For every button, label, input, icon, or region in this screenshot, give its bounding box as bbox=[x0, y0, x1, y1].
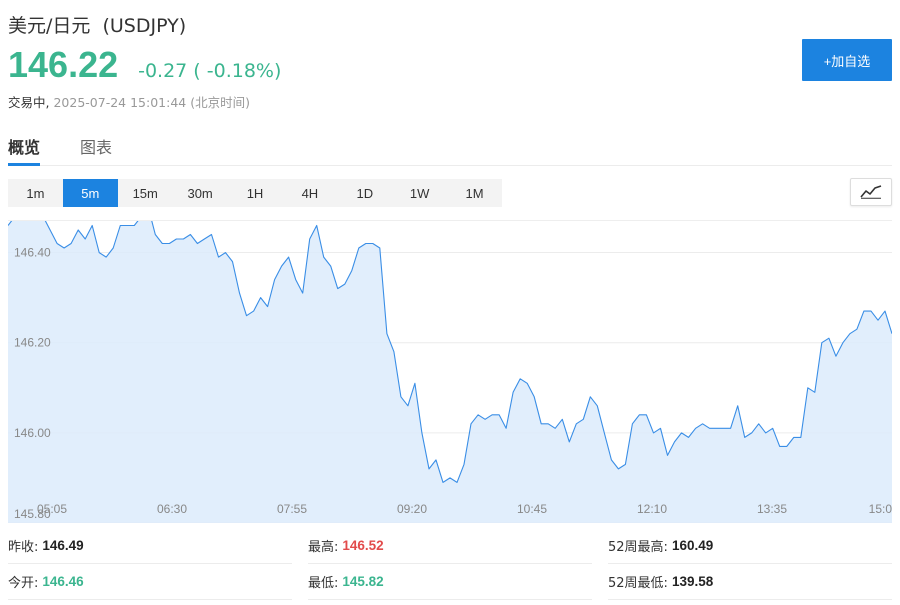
x-tick-label: 09:20 bbox=[397, 502, 427, 516]
instrument-name: 美元/日元 bbox=[8, 15, 91, 37]
x-tick-label: 06:30 bbox=[157, 502, 187, 516]
stat-low: 最低: 145.82 bbox=[308, 564, 592, 600]
active-tab-indicator bbox=[8, 163, 40, 166]
chart-area-fill bbox=[8, 221, 892, 523]
chart-type-button[interactable] bbox=[850, 178, 892, 206]
stat-value: 139.58 bbox=[671, 574, 714, 589]
stats-panel: 昨收: 146.49 最高: 146.52 52周最高: 160.49 今开: … bbox=[8, 528, 892, 600]
stat-prev-close: 昨收: 146.49 bbox=[8, 528, 292, 564]
interval-1w[interactable]: 1W bbox=[409, 185, 430, 201]
quote-timestamp: 2025-07-24 15:01:44 bbox=[53, 95, 187, 110]
add-to-watchlist-button[interactable]: +加自选 bbox=[802, 39, 892, 81]
interval-1m[interactable]: 1m bbox=[26, 185, 45, 201]
stat-label: 最低: bbox=[308, 576, 339, 591]
interval-selector: 1m 5m 15m 30m 1H 4H 1D 1W 1M bbox=[8, 179, 502, 207]
page-title: 美元/日元 (USDJPY) bbox=[8, 11, 186, 38]
stats-row: 昨收: 146.49 最高: 146.52 52周最高: 160.49 bbox=[8, 528, 892, 564]
stat-label: 52周最高: bbox=[608, 540, 668, 555]
x-tick-label: 07:55 bbox=[277, 502, 307, 516]
x-tick-label: 15:0 bbox=[869, 502, 892, 516]
stat-value: 146.49 bbox=[42, 538, 84, 553]
y-tick-label: 146.20 bbox=[14, 336, 51, 350]
interval-1h[interactable]: 1H bbox=[246, 185, 264, 201]
stat-label: 今开: bbox=[8, 576, 39, 591]
price-chart: 146.40 146.20 146.00 145.80 05:05 06:30 07:55 0… bbox=[8, 220, 892, 523]
stat-high: 最高: 146.52 bbox=[308, 528, 592, 564]
stats-row: 今开: 146.46 最低: 145.82 52周最低: 139.58 bbox=[8, 564, 892, 600]
x-tick-label: 05:05 bbox=[37, 502, 67, 516]
timezone-label: (北京时间) bbox=[190, 95, 250, 110]
interval-1mo[interactable]: 1M bbox=[465, 185, 484, 201]
interval-4h[interactable]: 4H bbox=[301, 185, 319, 201]
status-label: 交易中, bbox=[8, 95, 50, 110]
interval-1d[interactable]: 1D bbox=[356, 185, 374, 201]
y-tick-label: 146.00 bbox=[14, 426, 51, 440]
price-row: 146.22 -0.27 ( -0.18%) bbox=[8, 44, 281, 86]
line-chart-icon bbox=[860, 185, 882, 199]
y-tick-label: 145.80 bbox=[14, 507, 51, 521]
stat-value: 146.46 bbox=[42, 574, 84, 589]
stat-52w-high: 52周最高: 160.49 bbox=[608, 528, 892, 564]
stat-label: 昨收: bbox=[8, 540, 39, 555]
chart-price-line bbox=[8, 221, 892, 483]
interval-30m[interactable]: 30m bbox=[187, 185, 213, 201]
current-price: 146.22 bbox=[8, 44, 119, 85]
instrument-symbol: (USDJPY) bbox=[102, 15, 187, 37]
stat-label: 最高: bbox=[308, 540, 339, 555]
price-change: -0.27 ( -0.18%) bbox=[138, 60, 282, 82]
stat-label: 52周最低: bbox=[608, 576, 668, 591]
stat-open: 今开: 146.46 bbox=[8, 564, 292, 600]
interval-15m[interactable]: 15m bbox=[132, 185, 158, 201]
stat-value: 160.49 bbox=[671, 538, 714, 553]
interval-5m[interactable]: 5m bbox=[62, 179, 118, 207]
x-tick-label: 12:10 bbox=[637, 502, 667, 516]
stat-52w-low: 52周最低: 139.58 bbox=[608, 564, 892, 600]
y-tick-label: 146.40 bbox=[14, 246, 51, 260]
tab-bar: 概览 图表 bbox=[8, 124, 892, 166]
tab-overview[interactable]: 概览 bbox=[8, 138, 41, 157]
stat-value: 145.82 bbox=[342, 574, 384, 589]
x-tick-label: 10:45 bbox=[517, 502, 547, 516]
stat-value: 146.52 bbox=[342, 538, 384, 553]
x-tick-label: 13:35 bbox=[757, 502, 787, 516]
trading-status: 交易中, 2025-07-24 15:01:44 (北京时间) bbox=[8, 92, 250, 111]
tab-chart[interactable]: 图表 bbox=[80, 138, 113, 157]
